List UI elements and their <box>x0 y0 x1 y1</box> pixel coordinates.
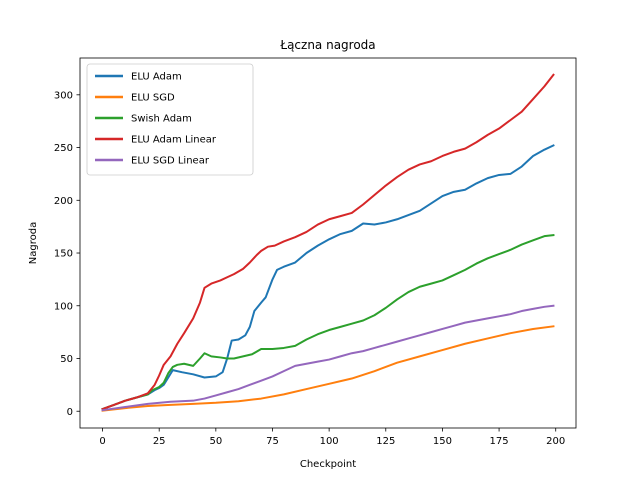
x-tick-label: 25 <box>153 436 166 447</box>
y-tick-label: 0 <box>67 407 73 418</box>
x-tick-label: 50 <box>209 436 222 447</box>
legend-label-2: Swish Adam <box>131 114 192 125</box>
plot-frame <box>79 57 577 429</box>
series-line-0 <box>101 144 555 411</box>
legend: ELU Adam ELU SGD Swish Adam ELU Adam Linear… <box>86 63 254 176</box>
y-tick-label: 100 <box>54 301 73 312</box>
series-line-4 <box>101 304 555 412</box>
y-tick-label: 250 <box>54 143 73 154</box>
legend-label-1: ELU SGD <box>131 93 175 104</box>
series-line-3 <box>101 73 555 411</box>
x-tick-label: 200 <box>546 436 565 447</box>
x-tick-label: 75 <box>266 436 279 447</box>
y-axis: 0 50 100 150 200 250 300 <box>54 90 80 418</box>
y-tick-label: 200 <box>54 196 73 207</box>
legend-label-4: ELU SGD Linear <box>131 156 210 167</box>
y-axis-title: Nagroda <box>28 222 39 264</box>
y-tick-label: 150 <box>54 249 73 260</box>
x-axis: 0 25 50 75 100 125 150 175 200 <box>99 428 565 447</box>
x-tick-label: 175 <box>490 436 509 447</box>
x-tick-label: 0 <box>99 436 105 447</box>
y-tick-label: 300 <box>54 90 73 101</box>
legend-label-3: ELU Adam Linear <box>131 135 217 146</box>
series-layer <box>101 73 555 412</box>
x-tick-label: 100 <box>320 436 339 447</box>
series-line-2 <box>101 233 555 411</box>
y-tick-label: 50 <box>60 354 73 365</box>
chart-title: Łączna nagroda <box>279 38 375 52</box>
x-tick-label: 150 <box>433 436 452 447</box>
x-axis-title: Checkpoint <box>300 459 356 470</box>
legend-label-0: ELU Adam <box>131 72 182 83</box>
x-tick-label: 125 <box>376 436 395 447</box>
series-line-1 <box>101 325 555 412</box>
legend-box <box>86 63 254 176</box>
